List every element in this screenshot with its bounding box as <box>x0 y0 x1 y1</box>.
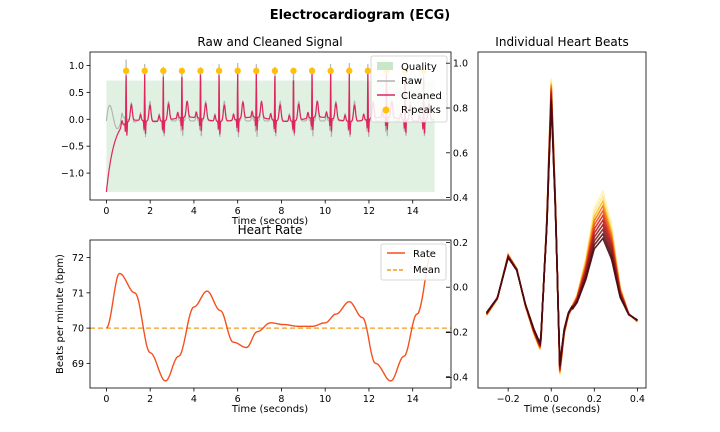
r-peak-marker <box>271 67 279 75</box>
signal-xtick-label: 6 <box>235 206 241 217</box>
rate-xtick-label: 0 <box>103 394 109 405</box>
beats-ytick-label: 0.0 <box>453 283 468 294</box>
legend-rate-label: Rate <box>413 249 436 260</box>
signal-xtick-label: 10 <box>319 206 331 217</box>
beats-ytick-label: 0.2 <box>453 238 468 249</box>
rate-ytick-label: 72 <box>72 253 84 264</box>
r-peak-marker <box>308 67 316 75</box>
beats-ytick-label: 0.6 <box>453 148 468 159</box>
beats-ytick-label: 1.0 <box>453 59 468 70</box>
beats-plot-frame <box>477 51 647 389</box>
r-peak-marker <box>346 67 353 75</box>
rate-ylabel: Beats per minute (bpm) <box>55 254 66 374</box>
r-peak-marker <box>141 67 148 75</box>
rate-xtick-label: 8 <box>278 394 284 405</box>
r-peak-marker <box>122 67 130 75</box>
signal-xtick-label: 12 <box>363 206 375 217</box>
legend-quality-swatch <box>377 62 393 70</box>
r-peak-marker <box>327 67 334 75</box>
r-peak-marker <box>234 67 241 75</box>
r-peak-marker <box>290 67 297 75</box>
raw-cleaned-signal-panel: Raw and Cleaned Signal 0 2 4 6 8 10 12 14 −1.0 −0… <box>61 35 452 227</box>
beats-xtick-label: 0.4 <box>630 394 645 405</box>
rate-xtick-label: 10 <box>319 394 331 405</box>
legend-rpeaks-label: R-peaks <box>401 105 441 116</box>
rate-ytick-label: 70 <box>72 324 84 335</box>
rate-legend: Rate Mean <box>380 243 447 281</box>
heartbeat-trace <box>485 101 638 366</box>
r-peak-marker <box>178 67 186 75</box>
heartbeat-trace <box>485 85 638 373</box>
heart-rate-panel: Heart Rate 0 2 4 6 8 10 12 14 69 70 71 72 Time (sec… <box>55 223 452 415</box>
legend-rpeaks-swatch <box>382 106 390 114</box>
rate-title: Heart Rate <box>238 223 303 237</box>
signal-ytick-label: −1.0 <box>61 169 84 180</box>
individual-heart-beats-panel: Individual Heart Beats −0.2 0.0 0.2 0.4 −0.4… <box>445 35 647 415</box>
signal-ytick-label: 0.0 <box>69 115 84 126</box>
signal-xtick-label: 14 <box>407 206 419 217</box>
heartbeat-trace <box>485 99 638 367</box>
r-peak-marker <box>253 67 260 75</box>
signal-ytick-label: −0.5 <box>61 142 84 153</box>
signal-xtick-label: 2 <box>147 206 153 217</box>
heart-rate-line <box>105 250 433 382</box>
heartbeat-trace <box>485 87 638 372</box>
heartbeat-trace <box>485 92 638 370</box>
signal-xtick-label: 0 <box>103 206 109 217</box>
beats-xtick-label: −0.2 <box>497 394 520 405</box>
r-peak-marker <box>160 67 167 75</box>
signal-xlabel: Time (seconds) <box>231 216 308 227</box>
rate-xtick-label: 14 <box>407 394 419 405</box>
rate-xtick-label: 2 <box>147 394 153 405</box>
rate-xlabel: Time (seconds) <box>231 404 308 415</box>
heartbeat-trace <box>485 94 638 369</box>
signal-ytick-label: 1.0 <box>69 61 84 72</box>
heartbeat-trace <box>485 90 638 371</box>
r-peak-marker <box>197 67 204 75</box>
r-peak-marker <box>215 67 223 75</box>
rate-xtick-label: 4 <box>191 394 197 405</box>
heartbeat-trace <box>485 97 638 368</box>
heartbeat-trace <box>485 82 638 374</box>
beats-ytick-label: −0.2 <box>445 328 468 339</box>
rate-xtick-label: 12 <box>363 394 375 405</box>
heartbeat-trace <box>485 78 638 376</box>
beats-ytick-label: −0.4 <box>445 372 468 383</box>
rate-xtick-label: 6 <box>235 394 241 405</box>
figure-title: Electrocardiogram (ECG) <box>270 8 451 23</box>
rate-ytick-label: 71 <box>72 288 84 299</box>
legend-mean-label: Mean <box>413 265 440 276</box>
signal-legend: Quality Raw Cleaned R-peaks <box>370 55 448 123</box>
legend-quality-label: Quality <box>401 62 437 73</box>
beats-ytick-label: 0.8 <box>453 104 468 115</box>
rate-ytick-label: 69 <box>72 359 84 370</box>
beats-title: Individual Heart Beats <box>495 35 628 49</box>
signal-xtick-label: 4 <box>191 206 197 217</box>
beats-ytick-label: 0.4 <box>453 193 468 204</box>
legend-raw-label: Raw <box>401 76 422 87</box>
r-peak-marker <box>364 67 372 75</box>
heartbeat-trace <box>485 80 638 375</box>
beats-xtick-label: 0.2 <box>587 394 602 405</box>
beats-xlabel: Time (seconds) <box>523 404 600 415</box>
signal-title: Raw and Cleaned Signal <box>197 35 342 49</box>
signal-plot-frame <box>89 51 452 201</box>
beats-xtick-label: 0.0 <box>544 394 559 405</box>
rate-plot-frame <box>89 239 452 389</box>
legend-cleaned-label: Cleaned <box>401 91 442 102</box>
signal-ytick-label: 0.5 <box>69 88 84 99</box>
signal-xtick-label: 8 <box>278 206 284 217</box>
